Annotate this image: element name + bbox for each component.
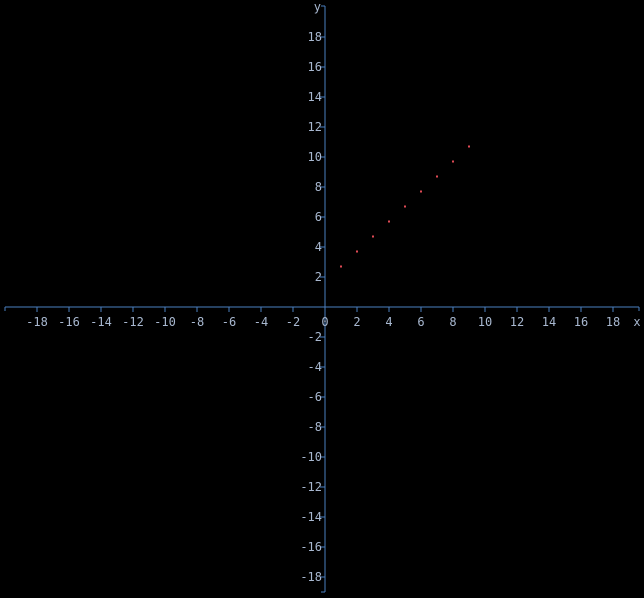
x-tick-label: -4	[254, 315, 268, 329]
x-tick-label: 12	[510, 315, 524, 329]
y-tick-label: -12	[300, 480, 322, 494]
x-tick-label: 14	[542, 315, 556, 329]
y-tick-label: 6	[315, 210, 322, 224]
x-tick-label: 16	[574, 315, 588, 329]
y-tick-label: -18	[300, 570, 322, 584]
data-point	[340, 265, 342, 268]
y-tick-label: -8	[308, 420, 322, 434]
x-tick-label: -14	[90, 315, 112, 329]
x-axis-label: x	[633, 315, 640, 329]
x-tick-label: 8	[449, 315, 456, 329]
x-tick-label: 6	[417, 315, 424, 329]
y-tick-label: -2	[308, 330, 322, 344]
y-tick-label: 10	[308, 150, 322, 164]
x-tick-label: 0	[321, 315, 328, 329]
y-tick-label: -16	[300, 540, 322, 554]
y-tick-label: 14	[308, 90, 322, 104]
data-point	[388, 220, 390, 223]
data-point	[420, 190, 422, 193]
y-tick-label: 4	[315, 240, 322, 254]
y-tick-label: 18	[308, 30, 322, 44]
x-tick-label: -12	[122, 315, 144, 329]
data-point	[452, 160, 454, 163]
x-tick-label: -2	[286, 315, 300, 329]
y-tick-label: 2	[315, 270, 322, 284]
x-tick-label: 2	[353, 315, 360, 329]
y-tick-label: -6	[308, 390, 322, 404]
y-tick-label: -14	[300, 510, 322, 524]
x-tick-label: 4	[385, 315, 392, 329]
data-point	[404, 205, 406, 208]
x-tick-label: -18	[26, 315, 48, 329]
y-tick-label: 8	[315, 180, 322, 194]
x-tick-label: 10	[478, 315, 492, 329]
data-point	[468, 145, 470, 148]
x-tick-label: -6	[222, 315, 236, 329]
x-tick-label: -10	[154, 315, 176, 329]
x-tick-label: -8	[190, 315, 204, 329]
y-tick-label: -10	[300, 450, 322, 464]
data-point	[356, 250, 358, 253]
data-point	[372, 235, 374, 238]
x-tick-label: -16	[58, 315, 80, 329]
x-tick-label: 18	[606, 315, 620, 329]
y-axis-label: y	[314, 0, 321, 14]
y-tick-label: 16	[308, 60, 322, 74]
y-tick-label: -4	[308, 360, 322, 374]
data-point	[436, 175, 438, 178]
y-tick-label: 12	[308, 120, 322, 134]
